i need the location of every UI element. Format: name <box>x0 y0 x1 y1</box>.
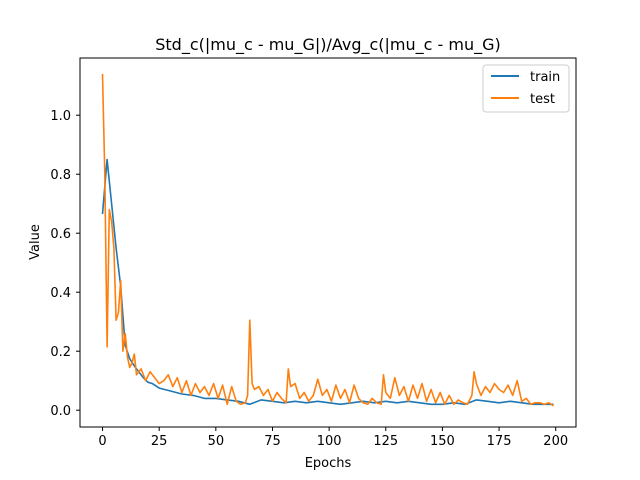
series-layer <box>101 73 554 407</box>
y-tick-label: 0.2 <box>50 345 71 360</box>
legend: train test <box>482 64 570 113</box>
y-axis-label: Value <box>28 224 43 260</box>
x-tick-label: 150 <box>430 434 455 449</box>
x-tick-label: 0 <box>98 434 106 449</box>
plot-area <box>79 57 577 428</box>
x-axis: 0 25 50 75 100 125 150 175 200 <box>98 427 568 449</box>
y-tick-label: 0.4 <box>50 286 71 301</box>
x-tick-label: 75 <box>264 434 281 449</box>
chart-title: Std_c(|mu_c - mu_G|)/Avg_c(|mu_c - mu_G) <box>155 35 501 55</box>
x-tick-label: 25 <box>151 434 168 449</box>
x-axis-label: Epochs <box>305 456 352 471</box>
x-tick-label: 125 <box>373 434 398 449</box>
x-tick-label: 200 <box>543 434 568 449</box>
y-tick-label: 0.6 <box>50 227 71 242</box>
x-tick-label: 50 <box>208 434 225 449</box>
y-tick-label: 0.0 <box>50 404 71 419</box>
y-tick-label: 0.8 <box>50 168 71 183</box>
y-axis: 0.0 0.2 0.4 0.6 0.8 1.0 <box>50 109 80 419</box>
legend-train-label: train <box>530 70 560 85</box>
legend-test-label: test <box>530 92 555 107</box>
y-tick-label: 1.0 <box>50 109 71 124</box>
axes-frame <box>79 57 577 428</box>
x-tick-label: 100 <box>317 434 342 449</box>
x-tick-label: 175 <box>487 434 512 449</box>
series-line-test <box>101 73 554 407</box>
